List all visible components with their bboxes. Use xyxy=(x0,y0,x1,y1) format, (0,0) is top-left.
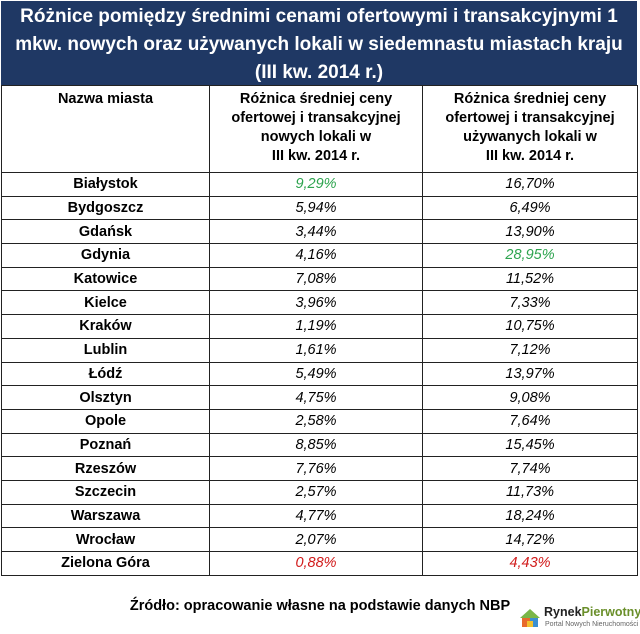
city-name-cell: Katowice xyxy=(1,266,210,292)
source-note: Źródło: opracowanie własne na podstawie … xyxy=(129,598,511,614)
table-row: Lublin 1,61% 7,12% xyxy=(1,337,638,363)
table-row: Bydgoszcz 5,94% 6,49% xyxy=(1,195,638,221)
city-name-cell: Kraków xyxy=(1,314,210,339)
used-units-diff-cell: 14,72% xyxy=(422,527,638,552)
table-body: Białystok 9,29% 16,70% Bydgoszcz 5,94% 6,49% G… xyxy=(1,172,638,576)
table-row: Wrocław 2,07% 14,72% xyxy=(1,527,638,552)
table-row: Gdańsk 3,44% 13,90% xyxy=(1,219,638,245)
table-row: Kraków 1,19% 10,75% xyxy=(1,314,638,339)
used-units-diff-cell: 7,12% xyxy=(422,337,638,363)
used-units-diff-cell: 10,75% xyxy=(422,314,638,339)
city-name-cell: Białystok xyxy=(1,172,210,197)
used-units-diff-cell: 7,64% xyxy=(422,408,638,434)
used-units-diff-cell: 13,97% xyxy=(422,361,638,387)
house-puzzle-logo-icon xyxy=(520,609,540,627)
new-units-diff-cell: 7,08% xyxy=(209,266,423,292)
header-used-line4: III kw. 2014 r. xyxy=(485,148,575,164)
table-row: Opole 2,58% 7,64% xyxy=(1,408,638,434)
table-row: Warszawa 4,77% 18,24% xyxy=(1,503,638,529)
logo-brand: RynekPierwotny xyxy=(544,605,640,619)
used-units-diff-cell: 16,70% xyxy=(422,172,638,197)
header-used-line1: Różnica średniej ceny xyxy=(453,91,607,107)
city-name-cell: Poznań xyxy=(1,432,210,458)
table-row: Białystok 9,29% 16,70% xyxy=(1,172,638,197)
header-city-label: Nazwa miasta xyxy=(57,91,154,107)
brand-logo: RynekPierwotny Portal Nowych Nieruchomoś… xyxy=(518,604,640,632)
new-units-diff-cell: 4,77% xyxy=(209,503,423,529)
table-row: Katowice 7,08% 11,52% xyxy=(1,266,638,292)
used-units-diff-cell: 11,52% xyxy=(422,266,638,292)
header-used-units: Różnica średniej ceny ofertowej i transa… xyxy=(422,85,638,173)
city-name-cell: Kielce xyxy=(1,290,210,316)
city-name-cell: Gdynia xyxy=(1,243,210,268)
used-units-diff-cell: 28,95% xyxy=(422,243,638,268)
city-name-cell: Olsztyn xyxy=(1,385,210,410)
header-new-line3: nowych lokali w xyxy=(260,129,372,145)
price-difference-table: Nazwa miasta Różnica średniej ceny ofert… xyxy=(1,85,638,576)
city-name-cell: Wrocław xyxy=(1,527,210,552)
new-units-diff-cell: 1,19% xyxy=(209,314,423,339)
header-new-line4: III kw. 2014 r. xyxy=(271,148,361,164)
used-units-diff-cell: 13,90% xyxy=(422,219,638,245)
header-used-line3: używanych lokali w xyxy=(463,129,597,145)
table-row: Zielona Góra 0,88% 4,43% xyxy=(1,551,638,576)
used-units-diff-cell: 7,33% xyxy=(422,290,638,316)
used-units-diff-cell: 15,45% xyxy=(422,432,638,458)
new-units-diff-cell: 9,29% xyxy=(209,172,423,197)
header-used-line2: ofertowej i transakcyjnej xyxy=(445,110,615,126)
table-row: Rzeszów 7,76% 7,74% xyxy=(1,456,638,481)
city-name-cell: Gdańsk xyxy=(1,219,210,245)
city-name-cell: Szczecin xyxy=(1,479,210,505)
used-units-diff-cell: 6,49% xyxy=(422,195,638,221)
city-name-cell: Rzeszów xyxy=(1,456,210,481)
city-name-cell: Warszawa xyxy=(1,503,210,529)
city-name-cell: Łódź xyxy=(1,361,210,387)
new-units-diff-cell: 7,76% xyxy=(209,456,423,481)
table-row: Łódź 5,49% 13,97% xyxy=(1,361,638,387)
new-units-diff-cell: 4,75% xyxy=(209,385,423,410)
header-row: Nazwa miasta Różnica średniej ceny ofert… xyxy=(1,85,638,173)
new-units-diff-cell: 8,85% xyxy=(209,432,423,458)
table-row: Szczecin 2,57% 11,73% xyxy=(1,479,638,505)
new-units-diff-cell: 5,94% xyxy=(209,195,423,221)
new-units-diff-cell: 3,96% xyxy=(209,290,423,316)
used-units-diff-cell: 7,74% xyxy=(422,456,638,481)
header-new-line2: ofertowej i transakcyjnej xyxy=(231,110,401,126)
new-units-diff-cell: 4,16% xyxy=(209,243,423,268)
used-units-diff-cell: 9,08% xyxy=(422,385,638,410)
new-units-diff-cell: 5,49% xyxy=(209,361,423,387)
used-units-diff-cell: 4,43% xyxy=(422,551,638,576)
header-city: Nazwa miasta xyxy=(1,85,210,173)
table-container: Różnice pomiędzy średnimi cenami ofertow… xyxy=(1,1,638,576)
table-row: Kielce 3,96% 7,33% xyxy=(1,290,638,316)
new-units-diff-cell: 2,57% xyxy=(209,479,423,505)
new-units-diff-cell: 2,58% xyxy=(209,408,423,434)
table-row: Gdynia 4,16% 28,95% xyxy=(1,243,638,268)
new-units-diff-cell: 0,88% xyxy=(209,551,423,576)
city-name-cell: Lublin xyxy=(1,337,210,363)
used-units-diff-cell: 11,73% xyxy=(422,479,638,505)
city-name-cell: Bydgoszcz xyxy=(1,195,210,221)
logo-tagline: Portal Nowych Nieruchomości xyxy=(545,621,639,628)
table-row: Poznań 8,85% 15,45% xyxy=(1,432,638,458)
new-units-diff-cell: 2,07% xyxy=(209,527,423,552)
logo-brand-a: Rynek xyxy=(544,605,582,619)
city-name-cell: Opole xyxy=(1,408,210,434)
header-new-line1: Różnica średniej ceny xyxy=(239,91,393,107)
logo-brand-b: Pierwotny xyxy=(581,605,640,619)
header-new-units: Różnica średniej ceny ofertowej i transa… xyxy=(209,85,423,173)
used-units-diff-cell: 18,24% xyxy=(422,503,638,529)
new-units-diff-cell: 3,44% xyxy=(209,219,423,245)
city-name-cell: Zielona Góra xyxy=(1,551,210,576)
table-row: Olsztyn 4,75% 9,08% xyxy=(1,385,638,410)
new-units-diff-cell: 1,61% xyxy=(209,337,423,363)
table-title: Różnice pomiędzy średnimi cenami ofertow… xyxy=(1,1,637,85)
